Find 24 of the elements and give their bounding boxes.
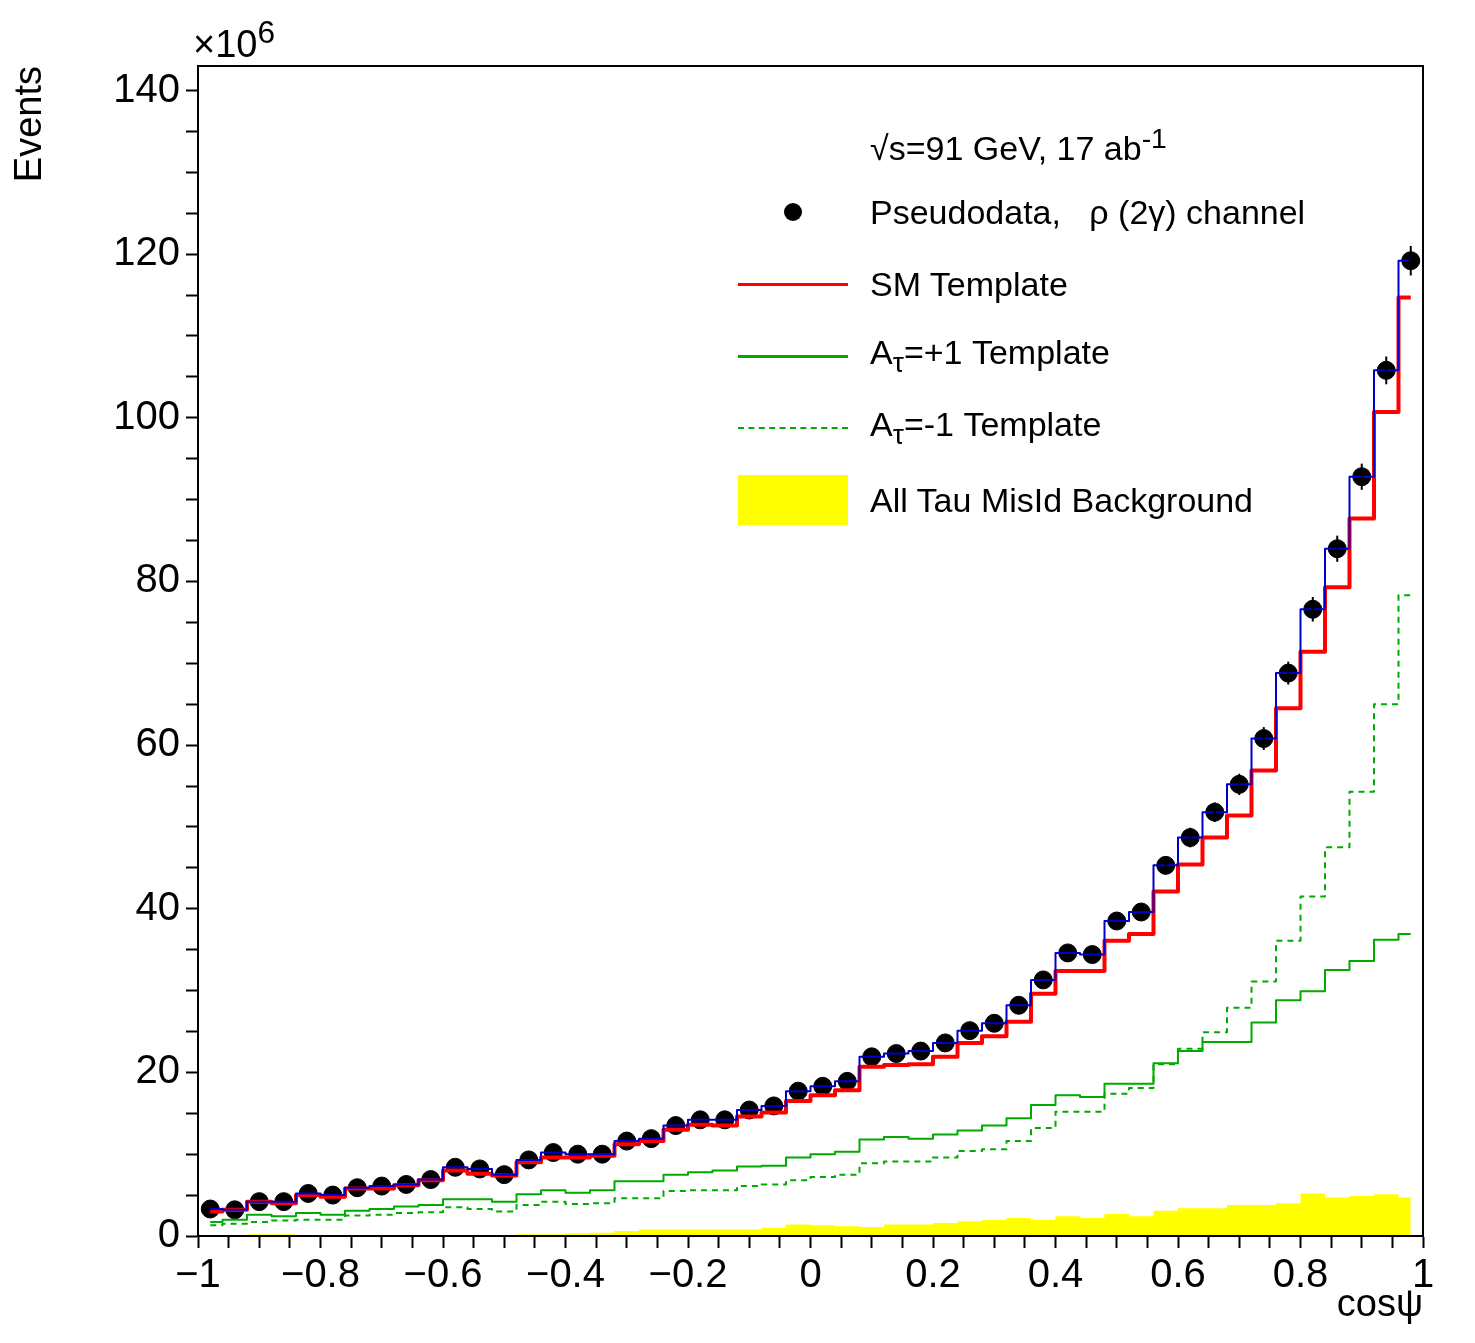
legend-label: A$_{τ}$=+1 Template bbox=[870, 333, 1110, 379]
x-tick-label: 0.8 bbox=[1272, 1251, 1329, 1296]
y-tick-label: 60 bbox=[135, 720, 180, 765]
x-tick-label: 0.6 bbox=[1150, 1251, 1206, 1296]
y-tick-label: 100 bbox=[113, 392, 180, 437]
y-tick-label: 80 bbox=[135, 556, 180, 601]
y-tick-label: 40 bbox=[135, 883, 180, 928]
x-tick-label: 0.2 bbox=[905, 1251, 961, 1296]
x-tick-label: 0 bbox=[799, 1251, 822, 1296]
legend-label: SM Template bbox=[870, 264, 1068, 304]
x-tick-label: −0.4 bbox=[526, 1251, 605, 1296]
legend-label: A$_{τ}$=-1 Template bbox=[870, 405, 1102, 451]
x-tick-label: −0.2 bbox=[648, 1251, 728, 1296]
text: ×10$^{6}$ bbox=[193, 14, 276, 66]
y-tick-label: 140 bbox=[113, 65, 180, 110]
x-tick-label: −0.8 bbox=[281, 1251, 360, 1296]
legend-label: Pseudodata, ρ (2γ) channel bbox=[870, 192, 1306, 232]
x-tick-label: −0.6 bbox=[403, 1251, 483, 1296]
y-tick-label: 120 bbox=[113, 229, 180, 274]
legend-label: All Tau MisId Background bbox=[870, 480, 1254, 520]
legend-title: √s=91 GeV, 17 ab$^{-1}$ bbox=[869, 121, 1168, 170]
y-tick-label: 20 bbox=[135, 1047, 180, 1092]
x-tick-label: 0.4 bbox=[1027, 1251, 1084, 1296]
y-axis-title: Events bbox=[7, 66, 50, 183]
